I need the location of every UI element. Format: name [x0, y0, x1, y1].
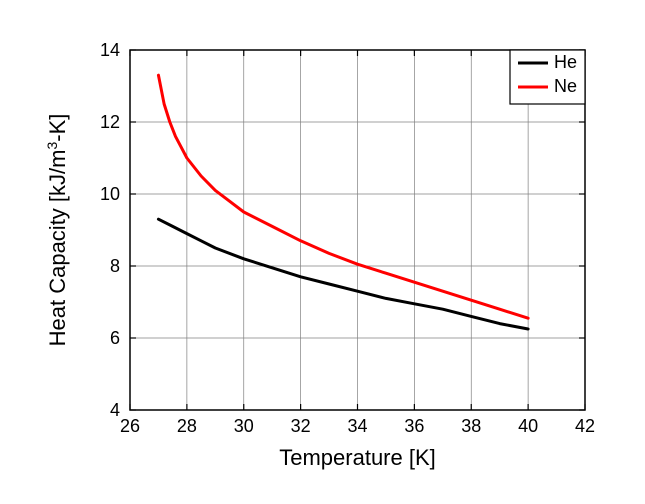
chart-container: 26 28 30 32 34 36 38 40 42 4 6 8 10 12 14 Temperature [… [20, 20, 625, 484]
x-tick-label: 34 [347, 416, 367, 436]
y-tick-label: 10 [100, 184, 120, 204]
y-tick-label: 6 [110, 328, 120, 348]
legend-item-ne: Ne [554, 76, 577, 96]
x-tick-label: 36 [404, 416, 424, 436]
y-tick-label: 4 [110, 400, 120, 420]
y-tick-label: 14 [100, 40, 120, 60]
y-tick-label: 8 [110, 256, 120, 276]
legend: He Ne [510, 50, 585, 104]
x-tick-label: 32 [291, 416, 311, 436]
x-tick-label: 38 [461, 416, 481, 436]
x-tick-label: 42 [575, 416, 595, 436]
x-tick-label: 30 [234, 416, 254, 436]
y-tick-label: 12 [100, 112, 120, 132]
x-tick-label: 28 [177, 416, 197, 436]
x-tick-label: 26 [120, 416, 140, 436]
legend-item-he: He [554, 52, 577, 72]
x-axis-label: Temperature [K] [279, 445, 436, 470]
x-tick-label: 40 [518, 416, 538, 436]
heat-capacity-chart: 26 28 30 32 34 36 38 40 42 4 6 8 10 12 14 Temperature [… [20, 20, 625, 484]
